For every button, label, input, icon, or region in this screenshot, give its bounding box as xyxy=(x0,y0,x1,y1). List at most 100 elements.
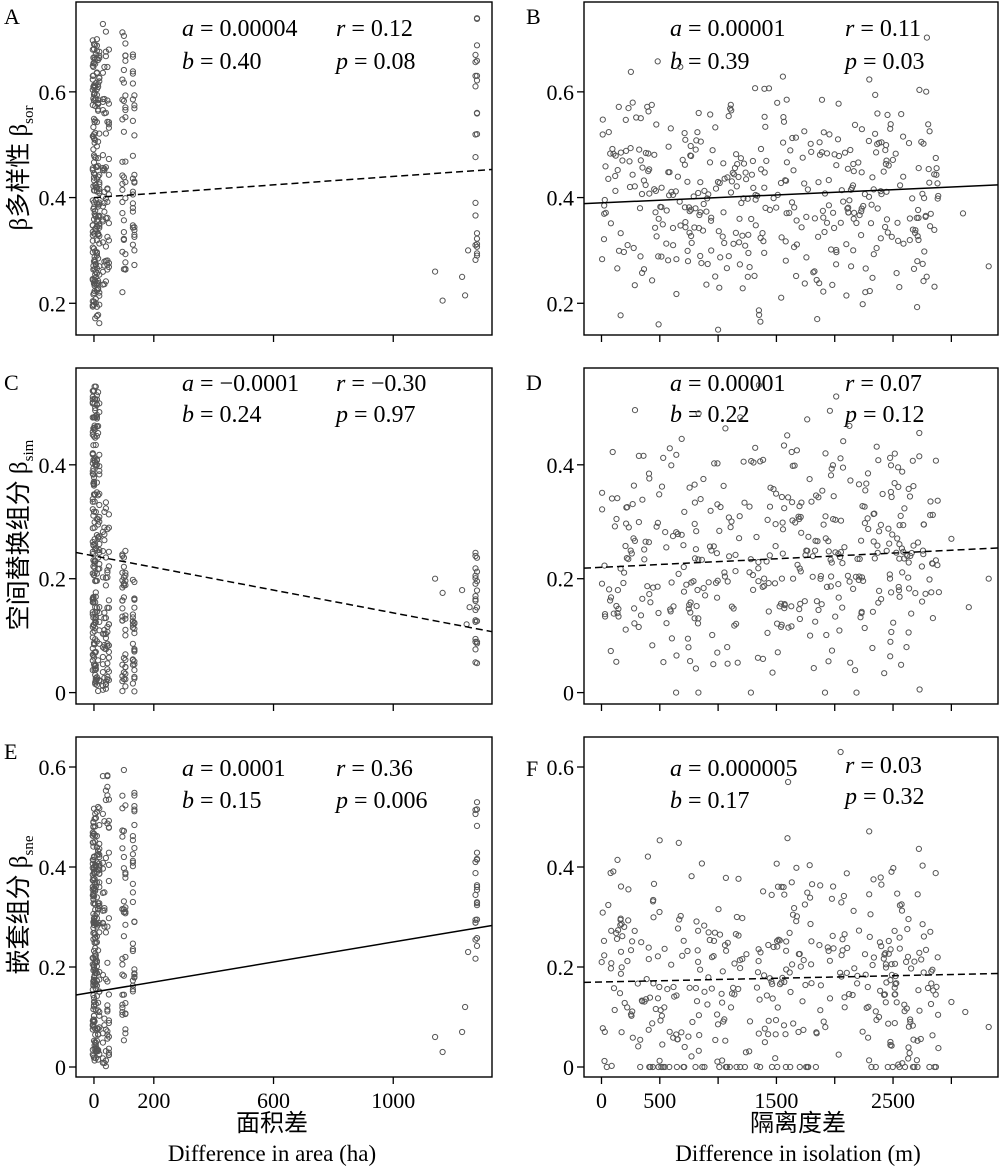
data-point xyxy=(763,992,771,999)
data-point xyxy=(891,480,898,487)
data-point xyxy=(122,1010,129,1018)
data-point xyxy=(631,183,638,190)
data-point xyxy=(620,579,627,587)
data-point xyxy=(92,129,99,136)
data-point xyxy=(686,984,693,991)
data-point xyxy=(647,599,654,606)
data-point xyxy=(90,981,97,988)
data-point xyxy=(673,1031,680,1038)
data-point xyxy=(820,129,827,136)
data-point xyxy=(858,232,865,239)
data-point xyxy=(693,998,701,1005)
data-point xyxy=(101,524,108,531)
data-point xyxy=(835,1051,842,1058)
data-point xyxy=(618,964,625,971)
data-point xyxy=(818,149,826,156)
data-point xyxy=(887,454,894,461)
data-point xyxy=(782,1031,789,1038)
data-point xyxy=(778,493,786,501)
panel-c-letter: C xyxy=(4,370,19,395)
data-point xyxy=(673,689,680,696)
data-point xyxy=(783,210,790,217)
data-point xyxy=(131,845,138,852)
data-point xyxy=(608,927,615,934)
data-point xyxy=(906,585,913,592)
data-point xyxy=(931,171,938,178)
data-point xyxy=(765,85,773,92)
data-point xyxy=(894,535,901,542)
data-point xyxy=(129,80,136,87)
data-point xyxy=(105,220,113,227)
data-point xyxy=(122,802,129,809)
data-point xyxy=(677,63,684,70)
data-point xyxy=(102,574,110,582)
data-point xyxy=(748,171,756,178)
data-point xyxy=(811,215,819,222)
data-point xyxy=(472,936,479,943)
data-point xyxy=(888,233,895,240)
data-point xyxy=(90,1052,97,1059)
data-point xyxy=(887,125,894,132)
data-point xyxy=(920,140,927,147)
data-point xyxy=(788,448,795,456)
data-point xyxy=(731,622,738,629)
data-point xyxy=(90,839,97,846)
data-point xyxy=(866,891,873,898)
data-point xyxy=(105,263,113,271)
data-point xyxy=(607,220,615,227)
data-point xyxy=(912,590,919,597)
data-point xyxy=(910,265,918,272)
data-point xyxy=(466,604,473,611)
data-point xyxy=(750,184,757,191)
data-point xyxy=(92,281,99,288)
data-point xyxy=(704,260,711,268)
data-point xyxy=(872,91,879,99)
data-point xyxy=(839,464,847,471)
data-point xyxy=(810,665,817,672)
data-point xyxy=(785,494,792,501)
data-point xyxy=(695,958,702,966)
data-point xyxy=(104,1006,111,1013)
data-point xyxy=(119,805,126,812)
data-point xyxy=(472,51,479,59)
data-point xyxy=(846,578,853,585)
data-point xyxy=(682,136,689,143)
data-point xyxy=(102,854,110,862)
data-point xyxy=(916,949,923,956)
y-tick-label: 0.2 xyxy=(39,567,67,592)
data-point xyxy=(131,625,138,633)
data-point xyxy=(797,600,804,607)
data-point xyxy=(852,573,860,580)
data-point xyxy=(93,119,101,126)
data-point xyxy=(675,570,682,578)
data-point xyxy=(927,512,934,519)
data-point xyxy=(755,946,762,953)
data-point xyxy=(841,149,849,156)
data-point xyxy=(888,493,895,501)
data-point xyxy=(890,865,897,872)
data-point xyxy=(873,245,880,252)
data-point xyxy=(791,905,798,912)
data-point xyxy=(814,316,821,323)
data-point xyxy=(761,249,768,256)
data-point xyxy=(129,204,136,212)
data-point xyxy=(847,146,854,154)
data-point xyxy=(644,853,652,860)
data-point xyxy=(768,891,775,899)
panel-d-frame xyxy=(583,367,999,705)
data-point xyxy=(119,158,126,165)
panel-a-letter: A xyxy=(4,4,20,29)
data-point xyxy=(95,900,102,907)
data-point xyxy=(472,891,479,899)
data-point xyxy=(761,169,768,176)
data-point xyxy=(695,410,702,417)
data-point xyxy=(119,833,126,840)
data-point xyxy=(748,215,755,223)
data-point xyxy=(882,964,890,971)
data-point xyxy=(772,1017,780,1024)
data-point xyxy=(122,179,129,186)
data-point xyxy=(667,125,674,132)
data-point xyxy=(102,243,110,250)
data-point xyxy=(861,520,869,527)
data-point xyxy=(99,574,107,581)
